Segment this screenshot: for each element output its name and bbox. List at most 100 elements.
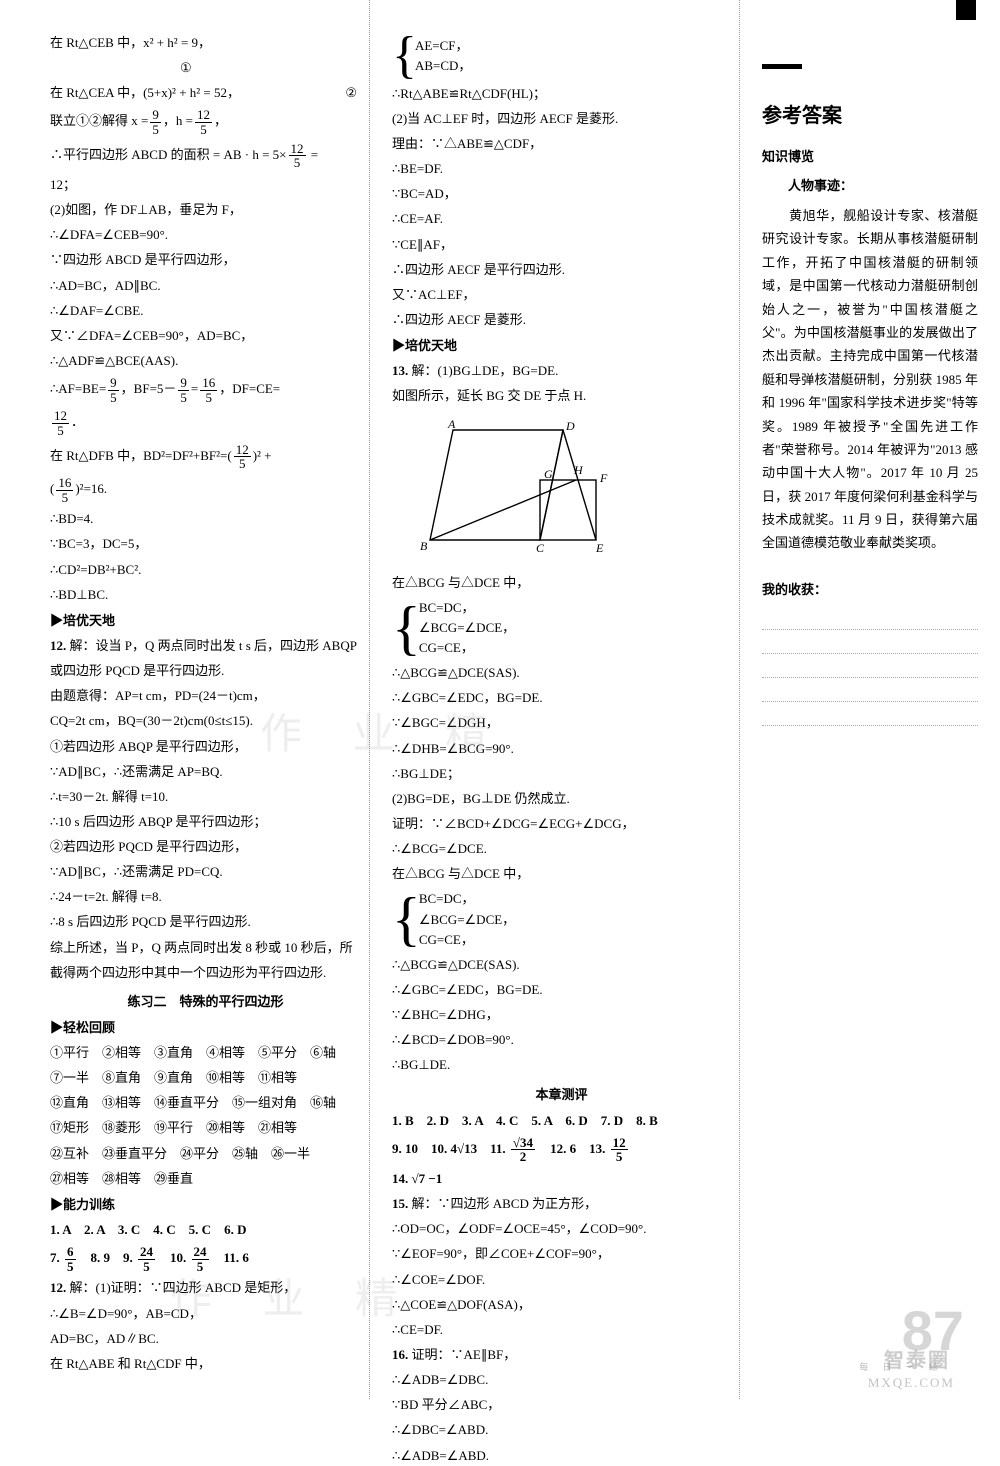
text: ∴OD=OC，∠ODF=∠OCE=45°，∠COD=90°. — [392, 1219, 731, 1239]
text: ∴∠DFA=∠CEB=90°. — [50, 225, 361, 245]
brace-group: { AE=CF， AB=CD， — [392, 33, 731, 79]
answers: 14. √7 −1 — [392, 1169, 731, 1189]
text: ⑰矩形 ⑱菱形 ⑲平行 ⑳相等 ㉑相等 — [50, 1118, 361, 1138]
text: ∵BC=AD， — [392, 184, 731, 204]
text: 12. 解：(1)证明：∵四边形 ABCD 是矩形， — [50, 1278, 361, 1298]
text: ① — [50, 58, 361, 78]
left-column: 在 Rt△CEB 中，x² + h² = 9， ① 在 Rt△CEA 中，(5+… — [0, 0, 370, 1399]
text: (2)当 AC⊥EF 时，四边形 AECF 是菱形. — [392, 109, 731, 129]
text: 或四边形 PQCD 是平行四边形. — [50, 661, 361, 681]
text: ∴∠DBC=∠ABD. — [392, 1420, 731, 1440]
text: ∴AD=BC，AD∥BC. — [50, 276, 361, 296]
notes-line — [762, 656, 978, 678]
svg-text:A: A — [447, 418, 456, 431]
text: ①平行 ②相等 ③直角 ④相等 ⑤平分 ⑥轴 — [50, 1043, 361, 1063]
text: ∴BD=4. — [50, 509, 361, 529]
text: AD=BC，AD∥BC. — [50, 1329, 361, 1349]
text: ∴△COE≌△DOF(ASA)， — [392, 1295, 731, 1315]
text: ⑦一半 ⑧直角 ⑨直角 ⑩相等 ⑪相等 — [50, 1068, 361, 1088]
text: ∵AD∥BC，∴还需满足 PD=CQ. — [50, 862, 361, 882]
text: ⑫直角 ⑬相等 ⑭垂直平分 ⑮一组对角 ⑯轴 — [50, 1093, 361, 1113]
text: 15. 解：∵四边形 ABCD 为正方形， — [392, 1194, 731, 1214]
svg-text:D: D — [565, 419, 575, 433]
text: ∴24－t=2t. 解得 t=8. — [50, 887, 361, 907]
notes-line — [762, 608, 978, 630]
text: ∴∠GBC=∠EDC，BG=DE. — [392, 688, 731, 708]
text: ∴BG⊥DE. — [392, 1055, 731, 1075]
text: ∴△BCG≌△DCE(SAS). — [392, 955, 731, 975]
text: ∴∠DHB=∠BCG=90°. — [392, 739, 731, 759]
answers: 7. 65 8. 9 9. 245 10. 245 11. 6 — [50, 1245, 361, 1273]
text: ∴△ADF≌△BCE(AAS). — [50, 351, 361, 371]
text: 125． — [50, 409, 361, 437]
text: 在 Rt△CEA 中，(5+x)² + h² = 52，② — [50, 83, 361, 103]
chapter-header: 练习二 特殊的平行四边形 — [50, 991, 361, 1010]
watermark-url: MXQE.COM — [868, 1375, 955, 1391]
svg-text:H: H — [573, 463, 584, 477]
text: 12. 解：设当 P，Q 两点同时出发 t s 后，四边形 ABQP — [50, 636, 361, 656]
text: ∴BE=DF. — [392, 159, 731, 179]
text: 综上所述，当 P，Q 两点同时出发 8 秒或 10 秒后，所 — [50, 938, 361, 958]
text: 13. 解：(1)BG⊥DE，BG=DE. — [392, 361, 731, 381]
text: 12； — [50, 175, 361, 195]
text: ∴t=30－2t. 解得 t=10. — [50, 787, 361, 807]
corner-icon — [956, 0, 976, 20]
text: ∴CE=AF. — [392, 209, 731, 229]
svg-text:F: F — [599, 471, 608, 485]
text: 截得两个四边形中其中一个四边形为平行四边形. — [50, 963, 361, 983]
subtitle: 人物事迹： — [762, 175, 978, 194]
brace-group: { BC=DC， ∠BCG=∠DCE， CG=CE， — [392, 598, 731, 658]
section-header: ▶能力训练 — [50, 1195, 361, 1215]
geometry-diagram: A D B C E F G H — [418, 418, 618, 558]
notes-line — [762, 680, 978, 702]
text: ∴8 s 后四边形 PQCD 是平行四边形. — [50, 912, 361, 932]
text: ∴∠ADB=∠ABD. — [392, 1446, 731, 1466]
text: 在 Rt△DFB 中，BD²=DF²+BF²=(125)² + — [50, 443, 361, 471]
text: ∴BG⊥DE； — [392, 764, 731, 784]
text: 如图所示，延长 BG 交 DE 于点 H. — [392, 386, 731, 406]
text: ㉗相等 ㉘相等 ㉙垂直 — [50, 1169, 361, 1189]
answers: 9. 10 10. 4√13 11. √342 12. 6 13. 125 — [392, 1136, 731, 1164]
text: ∵AD∥BC，∴还需满足 AP=BQ. — [50, 762, 361, 782]
text: ∵∠BGC=∠DGH， — [392, 713, 731, 733]
answers: 1. B 2. D 3. A 4. C 5. A 6. D 7. D 8. B — [392, 1111, 731, 1131]
text: ∴BD⊥BC. — [50, 585, 361, 605]
text: 在△BCG 与△DCE 中， — [392, 864, 731, 884]
subtitle: 知识博览 — [762, 146, 978, 165]
text: (2)如图，作 DF⊥AB，垂足为 F， — [50, 200, 361, 220]
text: ∵∠BHC=∠DHG， — [392, 1005, 731, 1025]
page-title: 参考答案 — [762, 99, 978, 128]
text: 由题意得：AP=t cm，PD=(24－t)cm， — [50, 686, 361, 706]
text: CQ=2t cm，BQ=(30－2t)cm(0≤t≤15). — [50, 711, 361, 731]
text: ∴∠DAF=∠CBE. — [50, 301, 361, 321]
text: 在△BCG 与△DCE 中， — [392, 573, 731, 593]
answers: 1. A 2. A 3. C 4. C 5. C 6. D — [50, 1220, 361, 1240]
text: ∴∠BCG=∠DCE. — [392, 839, 731, 859]
text: ∴四边形 AECF 是菱形. — [392, 310, 731, 330]
text: ∴∠COE=∠DOF. — [392, 1270, 731, 1290]
text: ㉒互补 ㉓垂直平分 ㉔平分 ㉕轴 ㉖一半 — [50, 1144, 361, 1164]
svg-text:E: E — [595, 541, 604, 555]
text: (2)BG=DE，BG⊥DE 仍然成立. — [392, 789, 731, 809]
right-column: 参考答案 知识博览 人物事迹： 黄旭华，舰船设计专家、核潜艇研究设计专家。长期从… — [740, 0, 1000, 1399]
svg-text:G: G — [544, 467, 553, 481]
text: ∴10 s 后四边形 ABQP 是平行四边形； — [50, 812, 361, 832]
section-header: ▶轻松回顾 — [50, 1018, 361, 1038]
text: 又∵AC⊥EF， — [392, 285, 731, 305]
subtitle: 我的收获： — [762, 579, 978, 598]
text: 联立①②解得 x =95，h =125， — [50, 108, 361, 136]
text: ∴AF=BE=95，BF=5－95=165，DF=CE= — [50, 376, 361, 404]
text: ∵四边形 ABCD 是平行四边形， — [50, 250, 361, 270]
section-header: ▶培优天地 — [50, 611, 361, 631]
text: 又∵∠DFA=∠CEB=90°，AD=BC， — [50, 326, 361, 346]
text: ∴平行四边形 ABCD 的面积 = AB · h = 5×125 = — [50, 142, 361, 170]
svg-text:B: B — [420, 539, 428, 553]
text: ∴∠B=∠D=90°，AB=CD， — [50, 1304, 361, 1324]
svg-text:C: C — [536, 541, 545, 555]
text: ∵∠EOF=90°，即∠COE+∠COF=90°， — [392, 1244, 731, 1264]
text: ∵BD 平分∠ABC， — [392, 1395, 731, 1415]
text: ∴CE=DF. — [392, 1320, 731, 1340]
text: 16. 证明：∵AE∥BF， — [392, 1345, 731, 1365]
text: ②若四边形 PQCD 是平行四边形， — [50, 837, 361, 857]
text: (165)²=16. — [50, 476, 361, 504]
